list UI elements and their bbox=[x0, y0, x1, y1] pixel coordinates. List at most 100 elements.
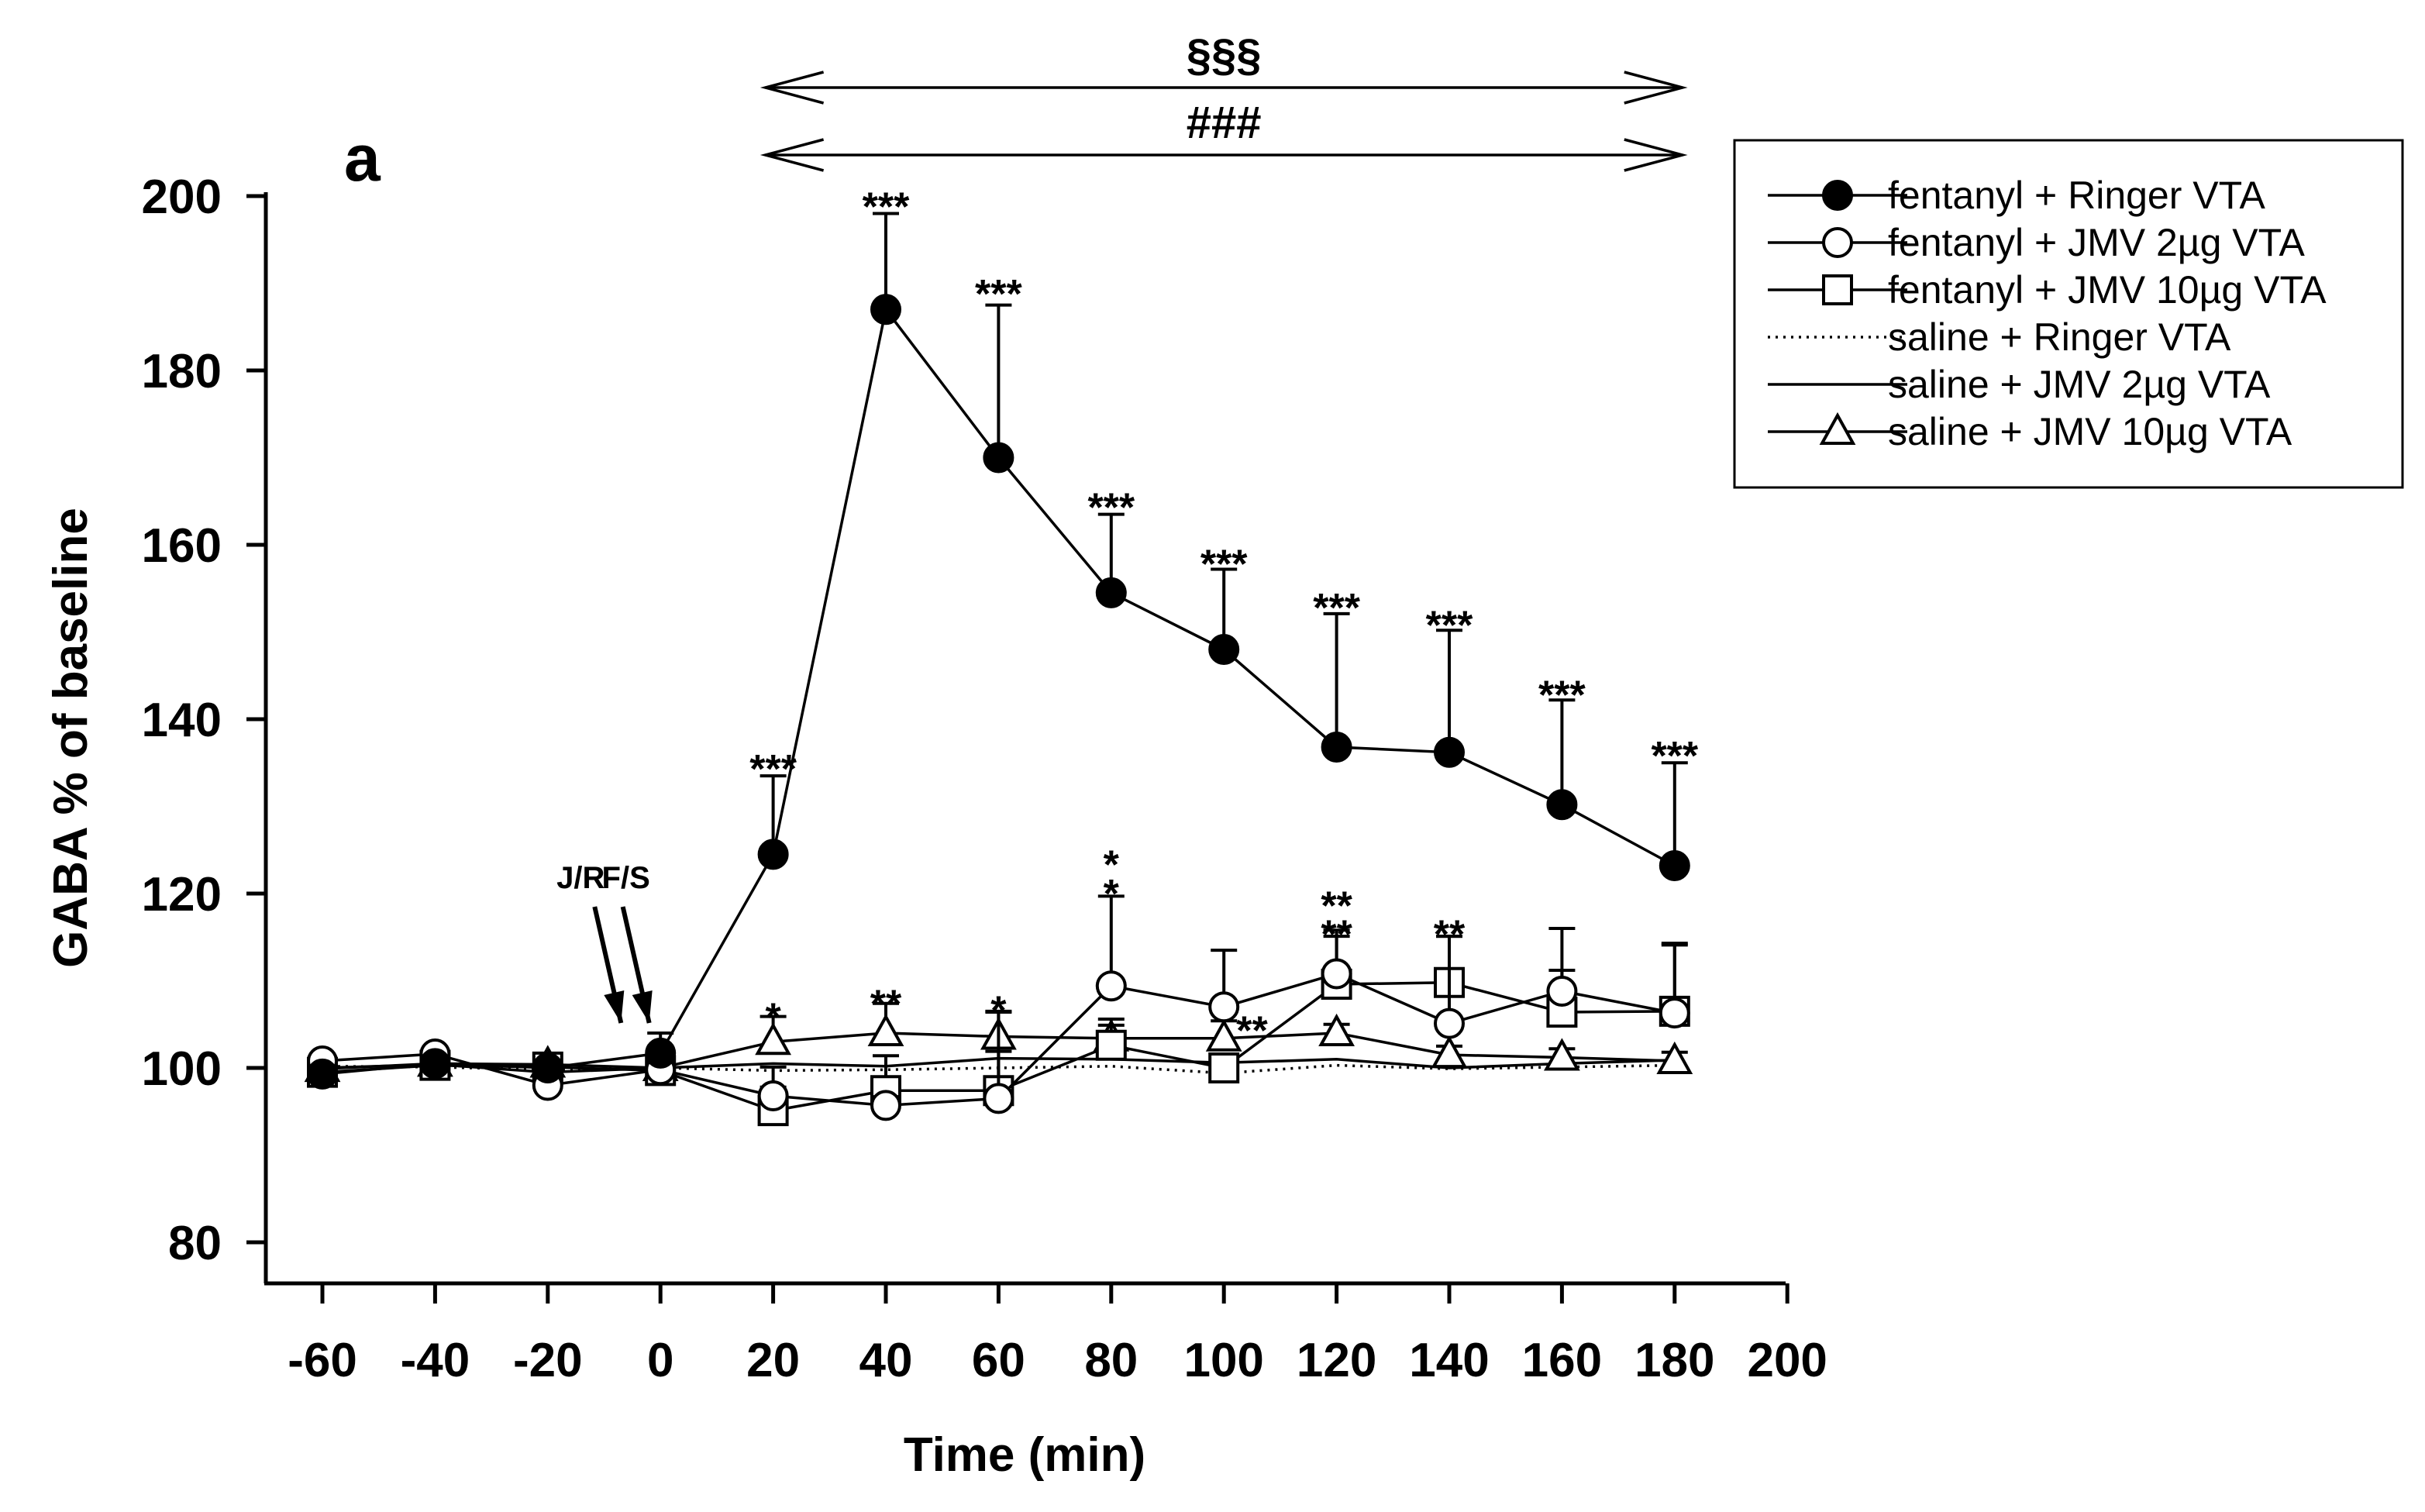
significance-marker: ** bbox=[1434, 913, 1466, 958]
significance-marker: ** bbox=[1321, 913, 1352, 958]
data-point bbox=[755, 1022, 791, 1056]
data-point bbox=[1544, 1038, 1580, 1071]
significance-marker: * bbox=[1104, 843, 1120, 888]
data-point bbox=[1546, 976, 1578, 1007]
x-tick-label: 0 bbox=[647, 1334, 673, 1387]
y-tick-label: 200 bbox=[142, 170, 222, 224]
x-tick-label: 120 bbox=[1297, 1334, 1376, 1387]
legend-marker bbox=[1822, 227, 1853, 258]
range-bracket-left-head bbox=[760, 71, 825, 105]
legend-label: fentanyl + Ringer VTA bbox=[1888, 174, 2265, 217]
axes bbox=[264, 192, 1786, 1286]
legend-entry: fentanyl + Ringer VTA bbox=[1768, 174, 2265, 217]
y-tick-label: 180 bbox=[142, 345, 222, 398]
y-axis-title: GABA % of baseline bbox=[44, 508, 98, 968]
significance-marker: *** bbox=[975, 272, 1022, 317]
legend-label: saline + Ringer VTA bbox=[1888, 315, 2231, 359]
legend-entry: fentanyl + JMV 2µg VTA bbox=[1768, 221, 2305, 264]
data-point bbox=[1546, 789, 1578, 821]
x-tick-label: 140 bbox=[1409, 1334, 1489, 1387]
significance-marker: *** bbox=[749, 747, 797, 792]
injection-label: F/S bbox=[602, 861, 650, 895]
significance-annotations: ****************** ********** ** **********… bbox=[556, 184, 1699, 1053]
data-point bbox=[1208, 991, 1240, 1023]
data-point bbox=[983, 1083, 1014, 1114]
data-point bbox=[1434, 1007, 1465, 1039]
y-tick-label: 120 bbox=[142, 868, 222, 921]
significance-marker: ** bbox=[870, 983, 902, 1028]
range-bracket-right-head bbox=[1624, 138, 1688, 172]
significance-marker: *** bbox=[1087, 485, 1135, 530]
data-point bbox=[757, 1080, 789, 1111]
y-tick-label: 100 bbox=[142, 1042, 222, 1096]
data-point bbox=[870, 294, 901, 325]
data-point bbox=[1321, 732, 1352, 763]
data-point bbox=[757, 839, 789, 870]
y-tick-label: 160 bbox=[142, 519, 222, 573]
significance-marker: *** bbox=[1538, 673, 1586, 718]
significance-marker: * bbox=[990, 989, 1007, 1034]
legend-entry: fentanyl + JMV 10µg VTA bbox=[1768, 268, 2327, 312]
data-point bbox=[983, 442, 1014, 474]
data-point bbox=[645, 1037, 677, 1069]
x-tick-label: -40 bbox=[401, 1334, 470, 1387]
range-bracket-label: ### bbox=[1187, 98, 1262, 148]
data-point bbox=[1659, 997, 1690, 1029]
x-axis-title: Time (min) bbox=[904, 1428, 1145, 1482]
data-point bbox=[867, 1013, 904, 1046]
legend-label: fentanyl + JMV 2µg VTA bbox=[1888, 221, 2305, 264]
data-point bbox=[1205, 1018, 1242, 1052]
data-point bbox=[1431, 1035, 1468, 1069]
legend-entry: saline + JMV 2µg VTA bbox=[1768, 363, 2271, 406]
data-point bbox=[1095, 577, 1127, 608]
x-tick-label: 60 bbox=[972, 1334, 1025, 1387]
data-point bbox=[870, 1090, 901, 1121]
x-tick-label: 100 bbox=[1183, 1334, 1263, 1387]
data-point bbox=[1208, 1052, 1240, 1083]
range-bracket-left-head bbox=[760, 138, 825, 172]
x-tick-label: 180 bbox=[1634, 1334, 1714, 1387]
data-point bbox=[532, 1052, 563, 1083]
significance-marker: *** bbox=[1426, 603, 1473, 648]
range-brackets: §§§ ### bbox=[760, 30, 1688, 172]
significance-marker: * bbox=[765, 996, 781, 1041]
data-point bbox=[1318, 1013, 1355, 1046]
injection-arrowhead bbox=[632, 990, 653, 1023]
panel-label: a bbox=[344, 122, 381, 195]
data-point bbox=[1434, 736, 1465, 768]
y-tick-label: 140 bbox=[142, 694, 222, 747]
significance-marker: ** bbox=[1236, 1008, 1268, 1053]
data-point bbox=[1321, 958, 1352, 990]
legend-marker bbox=[1822, 274, 1853, 305]
y-tick-label: 80 bbox=[168, 1217, 222, 1270]
significance-marker: * bbox=[1104, 872, 1120, 917]
significance-marker: *** bbox=[863, 184, 910, 229]
x-tick-label: 40 bbox=[859, 1334, 913, 1387]
x-tick-label: 200 bbox=[1747, 1334, 1827, 1387]
x-tick-label: -60 bbox=[288, 1334, 357, 1387]
significance-marker: *** bbox=[1651, 734, 1698, 779]
data-point bbox=[1656, 1041, 1693, 1074]
x-tick-label: 20 bbox=[746, 1334, 800, 1387]
data-point bbox=[1208, 634, 1240, 665]
x-tick-label: -20 bbox=[513, 1334, 583, 1387]
significance-marker: *** bbox=[1313, 586, 1360, 631]
legend-label: saline + JMV 10µg VTA bbox=[1888, 410, 2292, 453]
legend-entry: saline + Ringer VTA bbox=[1768, 315, 2231, 359]
significance-marker: ** bbox=[1321, 884, 1352, 929]
series-0 bbox=[307, 212, 1690, 1090]
legend-label: fentanyl + JMV 10µg VTA bbox=[1888, 268, 2327, 312]
data-point bbox=[1659, 850, 1690, 881]
data-point bbox=[1095, 970, 1127, 1002]
data-point bbox=[419, 1048, 451, 1080]
x-tick-label: 80 bbox=[1084, 1334, 1138, 1387]
data-point bbox=[307, 1058, 338, 1090]
significance-marker: *** bbox=[1200, 542, 1248, 587]
range-bracket-right-head bbox=[1624, 71, 1688, 105]
axis-ticks: 80 100 120 140 160 180 200 -60 -40 -20 0 20 40 60 80 10… bbox=[142, 170, 1827, 1387]
data-series bbox=[304, 212, 1693, 1127]
legend-label: saline + JMV 2µg VTA bbox=[1888, 363, 2271, 406]
data-point bbox=[1095, 1029, 1127, 1061]
legend-marker bbox=[1822, 180, 1853, 211]
